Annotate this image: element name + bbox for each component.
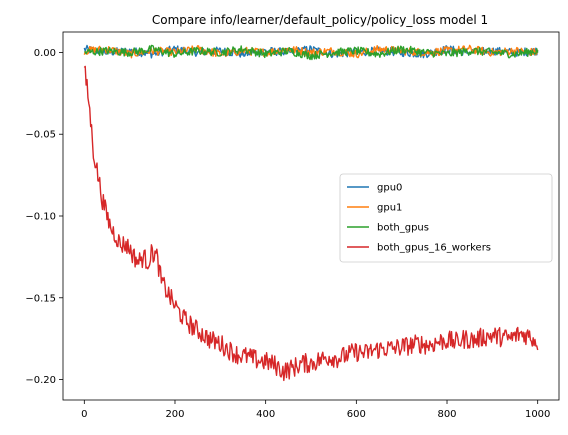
y-tick-label: 0.00 [34, 48, 56, 59]
y-tick-label: −0.10 [25, 212, 56, 223]
legend-label: gpu1 [377, 203, 402, 214]
legend: gpu0 gpu1 both_gpus both_gpus_16_workers [340, 174, 552, 262]
x-tick-label: 400 [256, 409, 275, 420]
x-tick-label: 200 [165, 409, 184, 420]
y-tick-label: −0.05 [25, 130, 56, 141]
y-tick-label: −0.20 [25, 375, 56, 386]
x-tick-label: 600 [347, 409, 366, 420]
x-tick-label: 1000 [525, 409, 550, 420]
x-tick-label: 800 [437, 409, 456, 420]
x-tick-label: 0 [81, 409, 87, 420]
legend-label: both_gpus_16_workers [377, 243, 491, 254]
legend-label: both_gpus [377, 223, 429, 234]
y-tick-label: −0.15 [25, 293, 56, 304]
legend-label: gpu0 [377, 183, 402, 194]
chart-title: Compare info/learner/default_policy/poli… [152, 13, 488, 27]
